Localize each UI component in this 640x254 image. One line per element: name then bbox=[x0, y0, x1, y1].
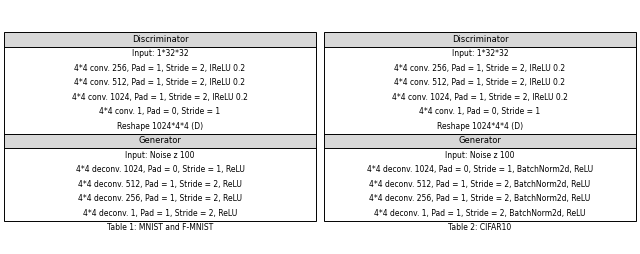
Text: Table 1: MNIST and F-MNIST: Table 1: MNIST and F-MNIST bbox=[107, 223, 213, 231]
Text: 4*4 conv. 1024, Pad = 1, Stride = 2, lReLU 0.2: 4*4 conv. 1024, Pad = 1, Stride = 2, lRe… bbox=[392, 93, 568, 102]
Bar bbox=[4, 32, 316, 220]
Text: Generator: Generator bbox=[459, 136, 501, 145]
Text: 4*4 conv. 1024, Pad = 1, Stride = 2, lReLU 0.2: 4*4 conv. 1024, Pad = 1, Stride = 2, lRe… bbox=[72, 93, 248, 102]
Text: 4*4 deconv. 1, Pad = 1, Stride = 2, BatchNorm2d, ReLU: 4*4 deconv. 1, Pad = 1, Stride = 2, Batc… bbox=[374, 209, 586, 218]
Text: Input: 1*32*32: Input: 1*32*32 bbox=[452, 49, 508, 58]
Text: Generator: Generator bbox=[139, 136, 181, 145]
Text: 4*4 conv. 256, Pad = 1, Stride = 2, lReLU 0.2: 4*4 conv. 256, Pad = 1, Stride = 2, lReL… bbox=[74, 64, 246, 73]
Text: 4*4 deconv. 1024, Pad = 0, Stride = 1, BatchNorm2d, ReLU: 4*4 deconv. 1024, Pad = 0, Stride = 1, B… bbox=[367, 165, 593, 174]
Text: 4*4 deconv. 256, Pad = 1, Stride = 2, BatchNorm2d, ReLU: 4*4 deconv. 256, Pad = 1, Stride = 2, Ba… bbox=[369, 194, 591, 203]
Text: Table 2: CIFAR10: Table 2: CIFAR10 bbox=[449, 223, 511, 231]
Text: Reshape 1024*4*4 (D): Reshape 1024*4*4 (D) bbox=[437, 122, 523, 131]
Text: 4*4 conv. 1, Pad = 0, Stride = 1: 4*4 conv. 1, Pad = 0, Stride = 1 bbox=[419, 107, 541, 116]
Text: 4*4 deconv. 512, Pad = 1, Stride = 2, ReLU: 4*4 deconv. 512, Pad = 1, Stride = 2, Re… bbox=[78, 180, 242, 189]
Text: Discriminator: Discriminator bbox=[452, 35, 508, 44]
Text: 4*4 conv. 256, Pad = 1, Stride = 2, lReLU 0.2: 4*4 conv. 256, Pad = 1, Stride = 2, lReL… bbox=[394, 64, 566, 73]
Bar bbox=[4, 32, 316, 46]
Bar bbox=[324, 32, 636, 46]
Text: 4*4 conv. 1, Pad = 0, Stride = 1: 4*4 conv. 1, Pad = 0, Stride = 1 bbox=[99, 107, 221, 116]
Text: Input: Noise z 100: Input: Noise z 100 bbox=[125, 151, 195, 160]
Text: Discriminator: Discriminator bbox=[132, 35, 188, 44]
Text: 4*4 deconv. 512, Pad = 1, Stride = 2, BatchNorm2d, ReLU: 4*4 deconv. 512, Pad = 1, Stride = 2, Ba… bbox=[369, 180, 591, 189]
Bar bbox=[324, 32, 636, 220]
Text: 4*4 conv. 512, Pad = 1, Stride = 2, lReLU 0.2: 4*4 conv. 512, Pad = 1, Stride = 2, lReL… bbox=[394, 78, 566, 87]
Text: Reshape 1024*4*4 (D): Reshape 1024*4*4 (D) bbox=[117, 122, 203, 131]
Text: 4*4 deconv. 1024, Pad = 0, Stride = 1, ReLU: 4*4 deconv. 1024, Pad = 0, Stride = 1, R… bbox=[76, 165, 244, 174]
Bar bbox=[324, 134, 636, 148]
Bar bbox=[4, 134, 316, 148]
Text: Input: Noise z 100: Input: Noise z 100 bbox=[445, 151, 515, 160]
Text: 4*4 deconv. 1, Pad = 1, Stride = 2, ReLU: 4*4 deconv. 1, Pad = 1, Stride = 2, ReLU bbox=[83, 209, 237, 218]
Text: Input: 1*32*32: Input: 1*32*32 bbox=[132, 49, 188, 58]
Text: 4*4 conv. 512, Pad = 1, Stride = 2, lReLU 0.2: 4*4 conv. 512, Pad = 1, Stride = 2, lReL… bbox=[74, 78, 246, 87]
Text: 4*4 deconv. 256, Pad = 1, Stride = 2, ReLU: 4*4 deconv. 256, Pad = 1, Stride = 2, Re… bbox=[78, 194, 242, 203]
